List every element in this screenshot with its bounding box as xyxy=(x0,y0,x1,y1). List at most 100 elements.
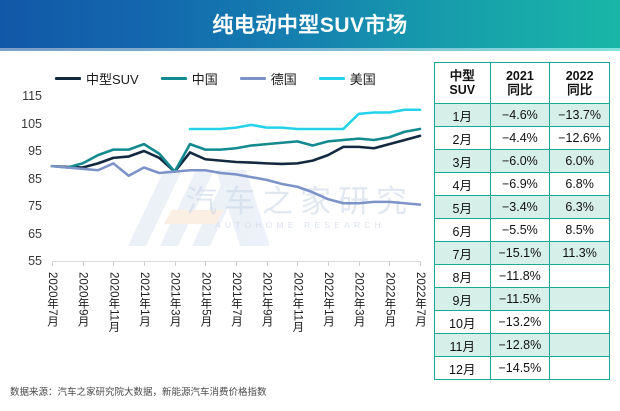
y-tick-label-0: 115 xyxy=(22,89,42,103)
table-cell-month: 10月 xyxy=(434,310,491,334)
x-tick-label-1: 2020年9月 xyxy=(76,272,89,327)
x-tick-label-9: 2022年1月 xyxy=(322,272,334,327)
legend-label: 德国 xyxy=(270,71,297,87)
x-tick-label-8: 2021年11月 xyxy=(291,272,304,333)
table-cell-y2021: −11.8% xyxy=(489,264,551,288)
table-row: 9月 −11.5% xyxy=(434,287,610,311)
plot-lines xyxy=(50,108,422,206)
table-row: 3月 −6.0% 6.0% xyxy=(434,149,610,173)
table-cell-y2022: 6.0% xyxy=(549,149,610,173)
x-tick xyxy=(358,261,360,266)
table-row: 1月 −4.6% −13.7% xyxy=(434,103,610,127)
table-cell-month: 1月 xyxy=(434,103,491,127)
table-cell-y2022 xyxy=(549,356,610,380)
x-axis-labels: 2020年7月 2020年9月 2020年11月 2021年1月 2021年3月 2021… xyxy=(46,272,426,357)
table-cell-y2022 xyxy=(549,310,610,334)
table-cell-month: 12月 xyxy=(434,356,491,380)
table-cell-month: 11月 xyxy=(434,333,491,357)
line-chart: 115 105 95 85 75 65 55 xyxy=(0,89,430,271)
series-line-1 xyxy=(50,127,422,173)
header-line-2: 同比 xyxy=(567,83,593,97)
x-tick xyxy=(420,261,421,266)
table-header-2022: 2022 同比 xyxy=(549,62,610,104)
x-tick xyxy=(236,261,237,266)
table-cell-month: 2月 xyxy=(434,126,491,150)
header-line-1: 2021 xyxy=(505,69,534,83)
legend-item-3: 美国 xyxy=(318,69,376,88)
y-tick-label-3: 85 xyxy=(28,171,42,186)
table-cell-y2021: −15.1% xyxy=(489,241,551,265)
x-tick xyxy=(266,261,268,266)
header-line-1: 中型 xyxy=(449,69,475,83)
y-tick-label-5: 65 xyxy=(28,226,42,241)
series-line-3 xyxy=(188,108,422,131)
table-cell-y2022: 11.3% xyxy=(549,241,610,265)
legend-swatch-icon xyxy=(239,76,266,80)
title-underline xyxy=(0,48,620,51)
header-line-2: 同比 xyxy=(507,83,533,97)
table-cell-month: 9月 xyxy=(434,287,491,311)
legend-label: 美国 xyxy=(349,71,376,87)
table-cell-month: 6月 xyxy=(434,218,491,242)
y-axis-labels: 115 105 95 85 75 65 55 xyxy=(0,89,46,268)
table-header-row: 中型 SUV 2021 同比 2022 同比 xyxy=(434,62,610,104)
page-title: 纯电动中型SUV市场 xyxy=(212,14,408,37)
chart-legend: 中型SUV 中国 德国 美国 xyxy=(55,68,376,88)
table-cell-y2022: 8.5% xyxy=(549,218,610,242)
y-tick-label-2: 95 xyxy=(28,144,42,158)
table-header-2021: 2021 同比 xyxy=(489,62,551,104)
table-row: 5月 −3.4% 6.3% xyxy=(434,195,610,219)
table-cell-y2021: −12.8% xyxy=(489,333,551,357)
legend-swatch-icon xyxy=(318,76,345,80)
table-row: 6月 −5.5% 8.5% xyxy=(434,218,610,242)
table-cell-y2021: −11.5% xyxy=(489,287,551,311)
x-tick xyxy=(297,261,299,266)
table-cell-y2021: −13.2% xyxy=(489,310,551,334)
x-tick-label-6: 2021年7月 xyxy=(230,272,242,327)
table-cell-y2021: −14.5% xyxy=(489,356,551,380)
x-tick-label-7: 2021年9月 xyxy=(260,272,273,327)
legend-swatch-icon xyxy=(55,76,81,80)
table-cell-y2021: −3.4% xyxy=(489,195,551,219)
table-cell-month: 8月 xyxy=(434,264,491,288)
x-tick-label-5: 2021年5月 xyxy=(199,272,212,327)
title-bar: 纯电动中型SUV市场 xyxy=(0,0,620,51)
legend-item-2: 德国 xyxy=(239,69,297,88)
legend-item-0: 中型SUV xyxy=(55,69,139,88)
table-row: 7月 −15.1% 11.3% xyxy=(434,241,610,265)
table-row: 8月 −11.8% xyxy=(434,264,610,288)
table-cell-y2021: −4.6% xyxy=(489,103,551,127)
header-line-2: SUV xyxy=(449,83,476,97)
legend-item-1: 中国 xyxy=(160,69,218,88)
table-cell-y2022: 6.8% xyxy=(549,172,610,196)
legend-label: 中国 xyxy=(191,71,218,87)
x-tick-label-2: 2020年11月 xyxy=(107,272,120,333)
table-cell-y2022 xyxy=(549,287,610,311)
x-tick xyxy=(82,261,84,266)
x-axis-ticks xyxy=(52,261,421,266)
table-row: 10月 −13.2% xyxy=(434,310,610,334)
x-tick xyxy=(389,261,391,266)
x-tick-label-12: 2022年7月 xyxy=(414,272,426,327)
table-cell-month: 7月 xyxy=(434,241,491,265)
table-cell-month: 5月 xyxy=(434,195,491,219)
x-tick-label-3: 2021年1月 xyxy=(138,272,150,327)
plot-area xyxy=(50,96,422,261)
x-tick xyxy=(174,261,176,266)
table-cell-y2021: −6.9% xyxy=(489,172,551,196)
x-tick-label-4: 2021年3月 xyxy=(168,272,181,327)
table-cell-y2021: −5.5% xyxy=(489,218,551,242)
table-cell-y2022 xyxy=(549,333,610,357)
header-line-1: 2022 xyxy=(565,69,594,83)
yoy-table: 中型 SUV 2021 同比 2022 同比 1月 −4.6% −13.7% 2月 −4… xyxy=(434,62,610,380)
table-row: 2月 −4.4% −12.6% xyxy=(434,126,610,150)
table-cell-y2022: 6.3% xyxy=(549,195,610,219)
y-tick-label-4: 75 xyxy=(28,199,42,213)
y-tick-label-6: 55 xyxy=(28,254,42,268)
legend-label: 中型SUV xyxy=(86,71,139,87)
table-cell-y2022: −12.6% xyxy=(549,126,610,150)
table-cell-y2022: −13.7% xyxy=(549,103,610,127)
x-tick-label-11: 2022年5月 xyxy=(383,272,396,327)
x-tick-label-10: 2022年3月 xyxy=(352,272,365,327)
table-row: 4月 −6.9% 6.8% xyxy=(434,172,610,196)
